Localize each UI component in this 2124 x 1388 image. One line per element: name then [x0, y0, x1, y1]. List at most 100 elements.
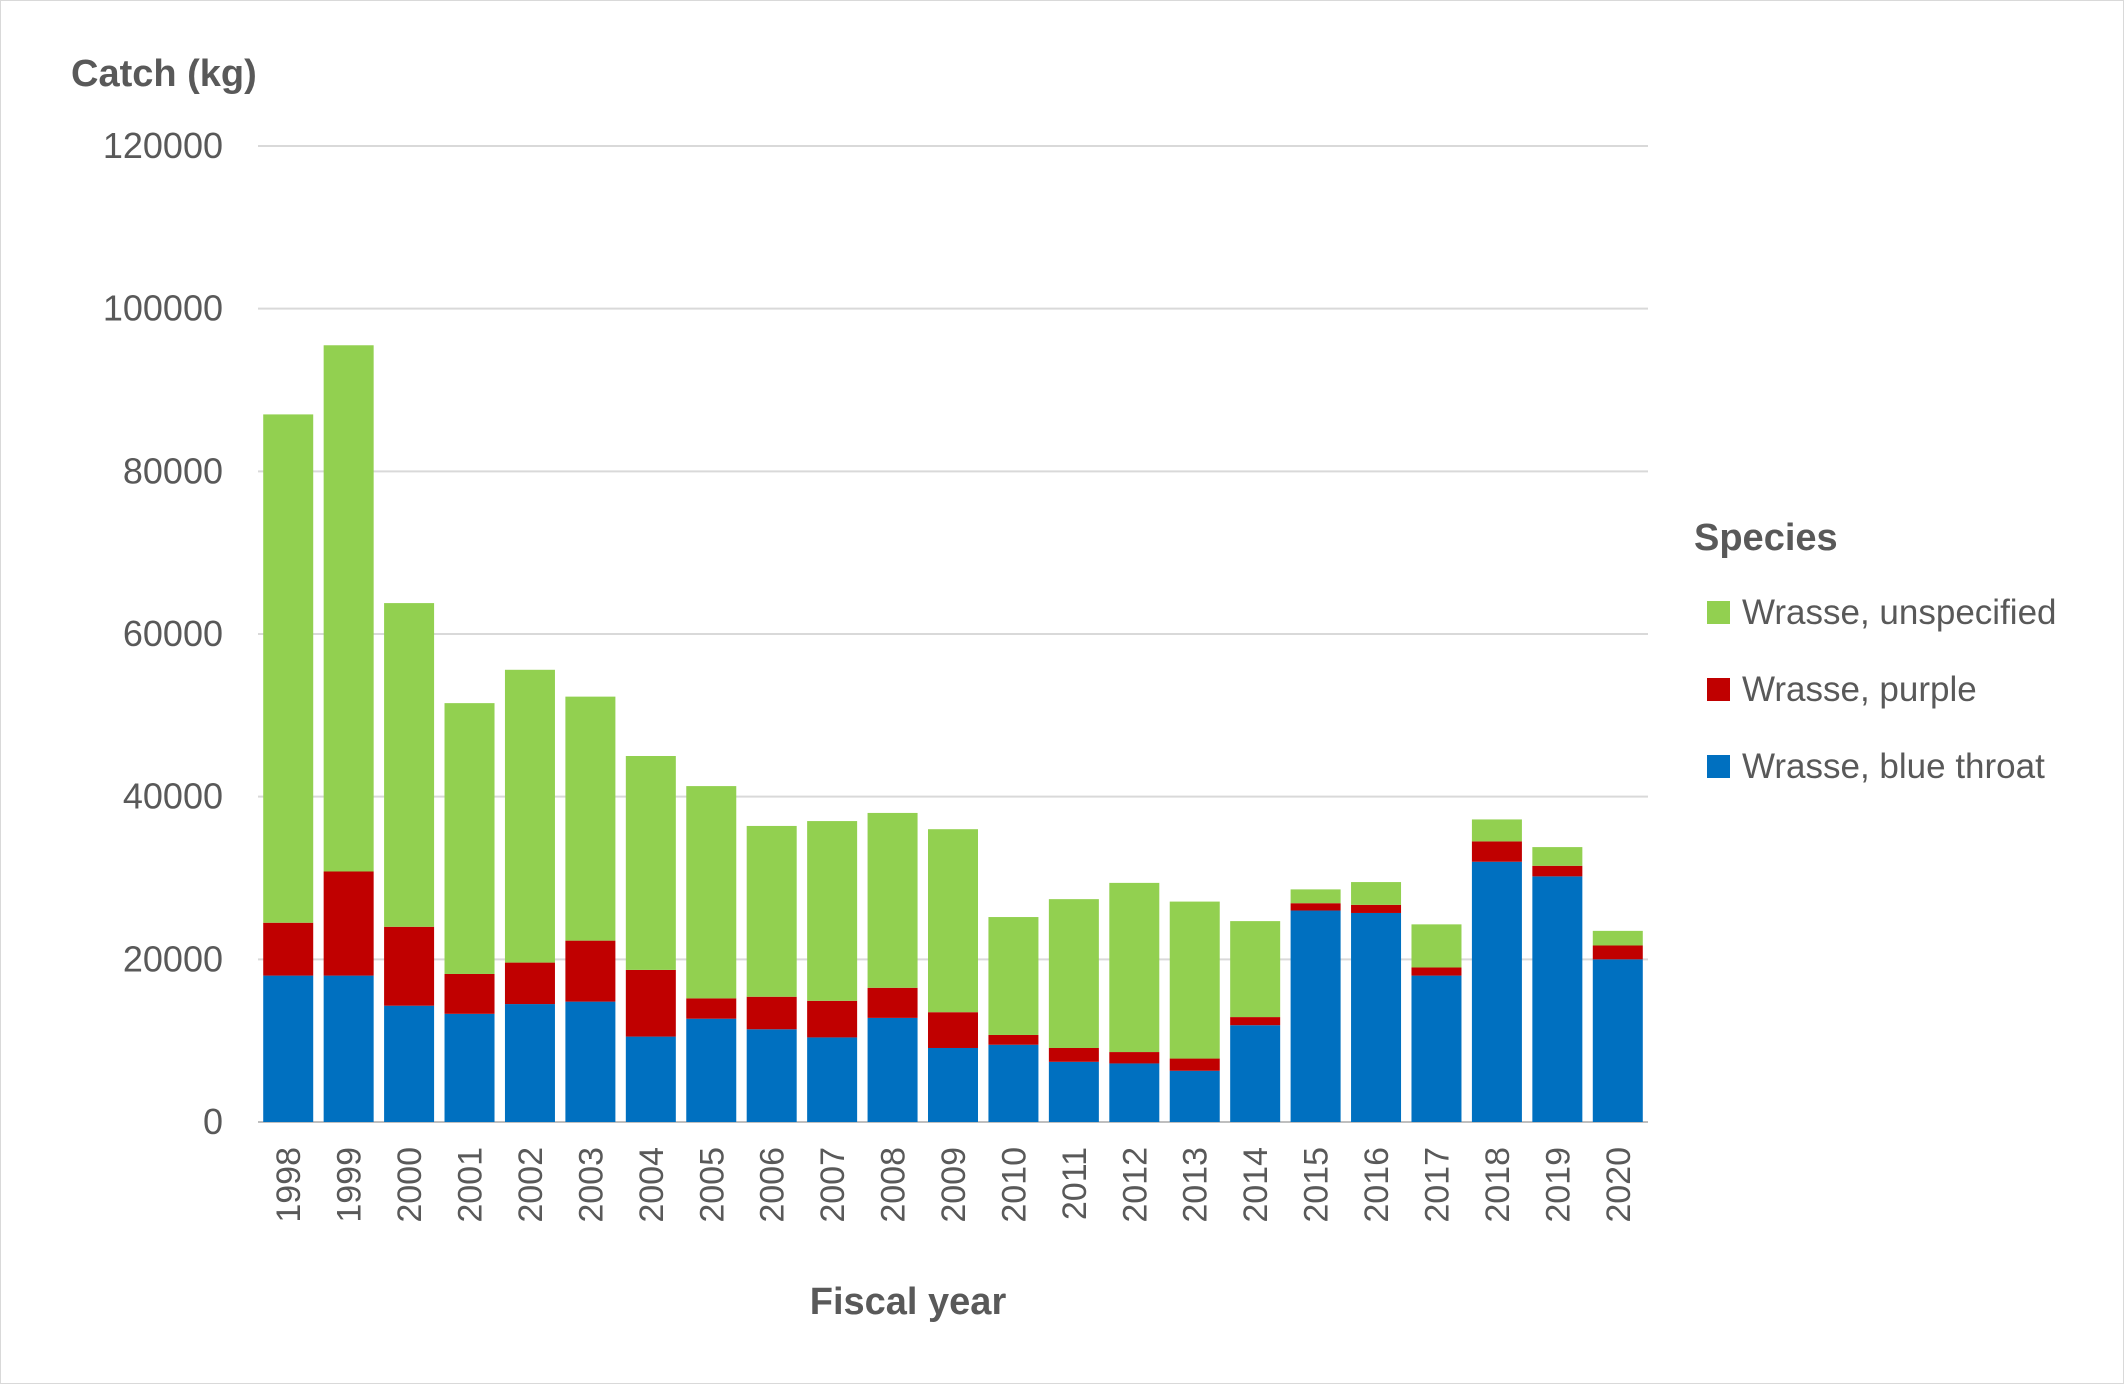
legend-swatch — [1707, 678, 1730, 701]
bar-wrasse-unspecified-2019 — [1532, 847, 1583, 866]
bar-wrasse-purple-2019 — [1532, 865, 1583, 877]
bar-wrasse-purple-2002 — [504, 962, 555, 1005]
bar-wrasse-purple-2014 — [1230, 1017, 1281, 1026]
bar-wrasse-blue-throat-2011 — [1048, 1061, 1099, 1122]
bar-wrasse-unspecified-2010 — [988, 917, 1039, 1035]
bar-wrasse-unspecified-2013 — [1169, 901, 1220, 1059]
y-tick-label: 100000 — [103, 288, 223, 329]
y-tick-label: 60000 — [123, 613, 223, 654]
bar-wrasse-blue-throat-2018 — [1471, 861, 1522, 1122]
bar-wrasse-purple-1999 — [323, 871, 374, 976]
bar-wrasse-purple-2001 — [444, 973, 495, 1014]
y-tick-label: 80000 — [123, 450, 223, 491]
bar-wrasse-blue-throat-2020 — [1592, 959, 1643, 1122]
bar-wrasse-blue-throat-2014 — [1230, 1025, 1281, 1122]
bar-wrasse-blue-throat-2017 — [1411, 975, 1462, 1122]
x-tick-label: 2002 — [512, 1147, 550, 1223]
legend-label: Wrasse, purple — [1742, 670, 1977, 709]
bar-wrasse-blue-throat-2016 — [1351, 912, 1402, 1122]
legend-swatch — [1707, 601, 1730, 624]
bar-wrasse-purple-2009 — [928, 1012, 978, 1048]
bar-wrasse-blue-throat-2005 — [686, 1018, 737, 1122]
y-tick-label: 40000 — [123, 776, 223, 817]
bar-wrasse-unspecified-2012 — [1109, 882, 1160, 1053]
bar-wrasse-purple-2020 — [1592, 945, 1643, 960]
bar-wrasse-unspecified-2017 — [1411, 924, 1462, 968]
bar-wrasse-purple-2010 — [988, 1034, 1039, 1045]
x-tick-label: 2015 — [1298, 1147, 1336, 1223]
bar-wrasse-purple-2013 — [1169, 1058, 1220, 1071]
bar-wrasse-unspecified-2009 — [928, 829, 978, 1013]
bar-wrasse-blue-throat-2015 — [1290, 910, 1341, 1122]
x-tick-label: 2008 — [875, 1147, 913, 1223]
x-tick-label: 2014 — [1237, 1147, 1275, 1223]
y-tick-label: 0 — [203, 1101, 223, 1142]
bar-wrasse-purple-1998 — [263, 922, 314, 976]
x-tick-label: 2016 — [1358, 1147, 1396, 1223]
bars — [263, 345, 1643, 1122]
bar-wrasse-unspecified-2000 — [384, 603, 435, 927]
bar-wrasse-unspecified-2004 — [625, 756, 676, 970]
bar-wrasse-purple-2003 — [565, 940, 616, 1002]
legend-label: Wrasse, unspecified — [1742, 593, 2057, 632]
bar-wrasse-blue-throat-2007 — [807, 1037, 858, 1122]
bar-wrasse-unspecified-2018 — [1471, 819, 1522, 842]
y-tick-label: 20000 — [123, 938, 223, 979]
bar-wrasse-unspecified-2016 — [1351, 882, 1402, 905]
legend-label: Wrasse, blue throat — [1742, 747, 2045, 786]
x-tick-label: 2006 — [754, 1147, 792, 1223]
bar-wrasse-purple-2011 — [1048, 1047, 1099, 1062]
bar-wrasse-unspecified-2003 — [565, 696, 616, 941]
bar-wrasse-purple-2017 — [1411, 967, 1462, 976]
x-tick-label: 2004 — [633, 1147, 671, 1223]
bar-wrasse-purple-2008 — [867, 987, 918, 1018]
bar-wrasse-blue-throat-2000 — [384, 1005, 435, 1122]
legend-title: Species — [1694, 517, 1838, 559]
y-tick-label: 120000 — [103, 125, 223, 166]
x-tick-label: 2000 — [391, 1147, 429, 1223]
bar-wrasse-blue-throat-2009 — [928, 1047, 978, 1122]
legend: Species Wrasse, unspecified Wrasse, purpl… — [1694, 517, 2057, 786]
bar-wrasse-purple-2007 — [807, 1000, 858, 1038]
x-tick-label: 2017 — [1418, 1147, 1456, 1223]
bar-wrasse-blue-throat-2012 — [1109, 1063, 1160, 1122]
bar-wrasse-purple-2015 — [1290, 903, 1341, 911]
bar-wrasse-purple-2006 — [746, 996, 797, 1030]
x-tick-label: 2012 — [1116, 1147, 1154, 1223]
x-axis-ticks: 1998 1999 2000 2001 2002 2003 2004 2005 2006 2007… — [270, 1147, 1638, 1223]
bar-wrasse-blue-throat-2013 — [1169, 1070, 1220, 1122]
x-tick-label: 1998 — [270, 1147, 308, 1223]
bar-wrasse-unspecified-2002 — [504, 669, 555, 963]
x-tick-label: 2018 — [1479, 1147, 1517, 1223]
x-tick-label: 2020 — [1600, 1147, 1638, 1223]
bar-wrasse-purple-2012 — [1109, 1052, 1160, 1064]
bar-wrasse-unspecified-2006 — [746, 825, 797, 997]
bar-wrasse-purple-2005 — [686, 998, 737, 1019]
x-tick-label: 1999 — [331, 1147, 369, 1223]
bar-wrasse-unspecified-2005 — [686, 786, 737, 999]
bar-wrasse-blue-throat-2002 — [504, 1004, 555, 1122]
bar-wrasse-unspecified-2015 — [1290, 889, 1341, 904]
x-tick-label: 2013 — [1177, 1147, 1215, 1223]
bar-wrasse-blue-throat-1999 — [323, 975, 374, 1122]
bar-wrasse-purple-2016 — [1351, 904, 1402, 913]
x-tick-label: 2011 — [1056, 1147, 1094, 1220]
bar-wrasse-purple-2004 — [625, 969, 676, 1037]
x-tick-label: 2003 — [572, 1147, 610, 1223]
bar-wrasse-purple-2000 — [384, 926, 435, 1006]
bar-wrasse-unspecified-2011 — [1048, 899, 1099, 1048]
x-tick-label: 2007 — [814, 1147, 852, 1223]
x-axis-title: Fiscal year — [810, 1281, 1007, 1323]
bar-wrasse-unspecified-2014 — [1230, 921, 1281, 1018]
bar-wrasse-purple-2018 — [1471, 841, 1522, 862]
bar-wrasse-unspecified-2008 — [867, 812, 918, 988]
bar-wrasse-blue-throat-1998 — [263, 975, 314, 1122]
x-tick-label: 2010 — [995, 1147, 1033, 1223]
bar-wrasse-blue-throat-2003 — [565, 1001, 616, 1122]
x-tick-label: 2019 — [1539, 1147, 1577, 1223]
bar-wrasse-blue-throat-2006 — [746, 1029, 797, 1122]
legend-items: Wrasse, unspecified Wrasse, purple Wrasse,… — [1707, 593, 2057, 786]
bar-wrasse-blue-throat-2019 — [1532, 876, 1583, 1122]
